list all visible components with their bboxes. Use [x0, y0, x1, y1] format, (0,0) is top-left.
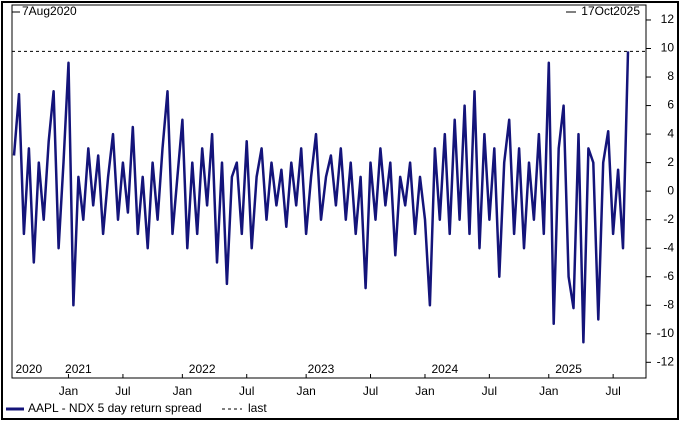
x-tick-label: Jul [239, 384, 254, 398]
year-label: 2025 [555, 362, 582, 376]
x-tick-label: Jan [296, 384, 315, 398]
start-label: 7Aug2020 [22, 4, 77, 18]
legend-label: AAPL - NDX 5 day return spread [28, 401, 202, 415]
y-tick-label: -10 [657, 326, 675, 340]
legend-label-last: last [248, 401, 267, 415]
y-tick-label: 10 [661, 41, 675, 55]
x-tick-label: Jul [363, 384, 378, 398]
x-tick-label: Jan [415, 384, 434, 398]
y-tick-label: 8 [667, 69, 674, 83]
y-tick-label: 12 [661, 12, 675, 26]
year-label: 2020 [16, 362, 43, 376]
y-tick-label: 6 [667, 98, 674, 112]
y-tick-label: -4 [663, 240, 674, 254]
chart-border [1, 1, 679, 420]
x-tick-label: Jul [482, 384, 497, 398]
y-tick-label: -12 [657, 354, 675, 368]
y-tick-label: 0 [667, 183, 674, 197]
y-tick-label: -2 [663, 212, 674, 226]
year-label: 2023 [308, 362, 335, 376]
end-label: 17Oct2025 [581, 4, 640, 18]
x-tick-label: Jan [59, 384, 78, 398]
x-tick-label: Jan [173, 384, 192, 398]
y-tick-label: 2 [667, 155, 674, 169]
x-tick-label: Jul [115, 384, 130, 398]
y-tick-label: 4 [667, 126, 674, 140]
x-tick-label: Jan [539, 384, 558, 398]
y-tick-label: -8 [663, 297, 674, 311]
year-label: 2021 [65, 362, 92, 376]
year-label: 2024 [431, 362, 458, 376]
year-label: 2022 [189, 362, 216, 376]
y-tick-label: -6 [663, 269, 674, 283]
series-line [12, 51, 630, 344]
x-tick-label: Jul [605, 384, 620, 398]
